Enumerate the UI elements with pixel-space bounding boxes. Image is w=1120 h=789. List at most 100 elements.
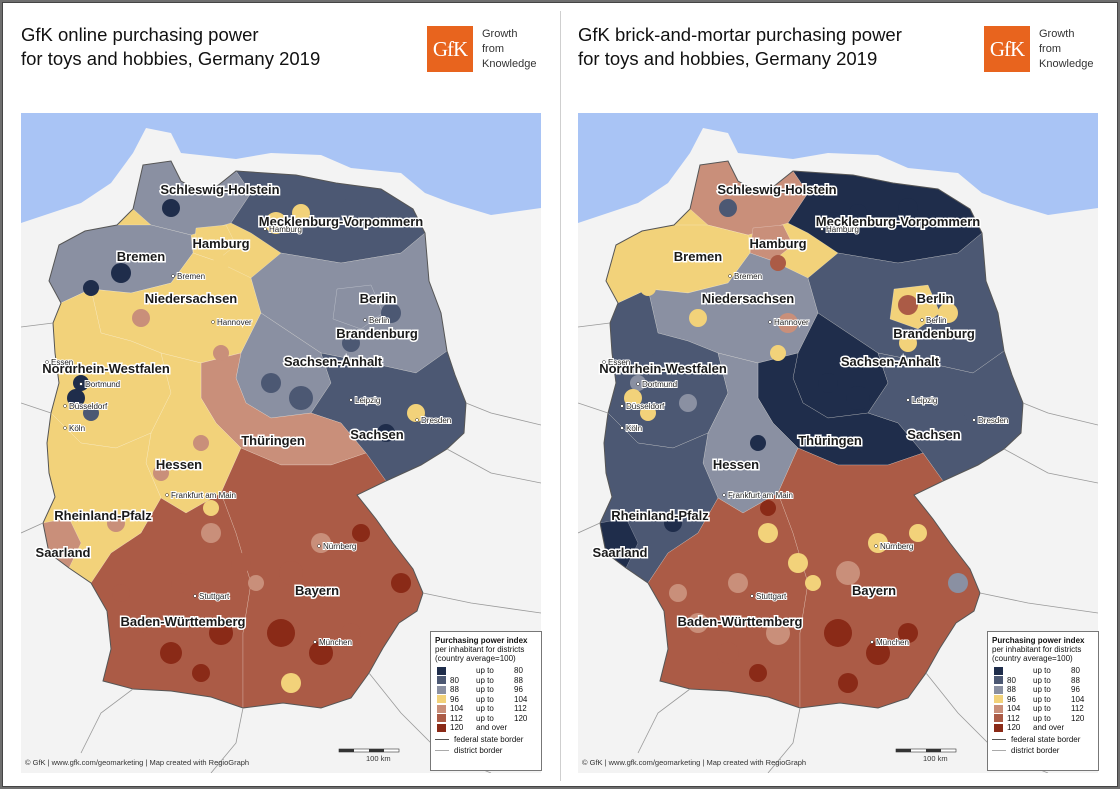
legend-class-to: 96 xyxy=(1071,685,1080,695)
legend-class-row: 96 up to 104 xyxy=(435,695,529,705)
state-label-sh: Schleswig-Holstein xyxy=(717,182,836,197)
city-marker xyxy=(920,318,924,322)
district-cluster xyxy=(267,619,295,647)
legend-district-border: district border xyxy=(435,746,541,755)
legend-class-row: 120 and over xyxy=(435,723,529,733)
legend-class-operator: up to xyxy=(1033,666,1051,676)
city-label-frankfurt: Frankfurt am Main xyxy=(728,491,793,500)
legend-class-operator: up to xyxy=(1033,675,1051,685)
district-cluster xyxy=(209,621,233,645)
district-border-line xyxy=(435,749,449,751)
legend-class-row: up to 80 xyxy=(435,666,529,676)
legend-class-from: 80 xyxy=(1007,675,1016,685)
state-label-sn: Sachsen xyxy=(907,427,961,442)
district-cluster xyxy=(760,500,776,516)
legend-district-border: district border xyxy=(992,746,1098,755)
city-label-stuttgart: Stuttgart xyxy=(199,592,230,601)
state-label-mv: Mecklenburg-Vorpommern xyxy=(259,214,424,229)
legend-swatch xyxy=(437,695,446,704)
city-label-nuernberg: Nürnberg xyxy=(880,542,913,551)
legend-class-from: 112 xyxy=(1007,713,1020,723)
gfk-logo: GfK xyxy=(984,26,1030,72)
legend-class-row: 80 up to 88 xyxy=(435,676,529,686)
district-cluster xyxy=(788,553,808,573)
legend-swatch xyxy=(437,723,446,732)
district-cluster xyxy=(261,373,281,393)
district-cluster xyxy=(160,642,182,664)
legend-swatch xyxy=(994,714,1003,723)
state-label-he: Hessen xyxy=(713,457,759,472)
legend-class-row: 120 and over xyxy=(992,723,1086,733)
city-marker xyxy=(193,594,197,598)
tagline-line3: Knowledge xyxy=(482,58,537,70)
city-marker xyxy=(602,360,606,364)
district-cluster xyxy=(938,303,958,323)
district-cluster xyxy=(648,353,668,373)
state-label-rp: Rheinland-Pfalz xyxy=(611,508,709,523)
gfk-logo-text: GfK xyxy=(989,37,1025,61)
city-marker xyxy=(820,227,824,231)
district-cluster xyxy=(122,394,140,412)
district-cluster xyxy=(868,533,888,553)
legend-class-to: 112 xyxy=(514,704,527,714)
district-border-label: district border xyxy=(454,745,503,755)
city-marker xyxy=(313,640,317,644)
state-label-sn: Sachsen xyxy=(350,427,404,442)
district-cluster xyxy=(67,389,85,407)
tagline-line2: from xyxy=(482,43,504,55)
city-label-dresden: Dresden xyxy=(421,416,451,425)
district-cluster xyxy=(391,573,411,593)
legend-class-to: 120 xyxy=(1071,713,1085,723)
legend-swatch xyxy=(994,676,1003,685)
district-cluster xyxy=(162,199,180,217)
sea-area xyxy=(578,113,1098,223)
store-panel: GfK brick-and-mortar purchasing power fo… xyxy=(560,3,1117,786)
legend-class-to xyxy=(1069,723,1086,733)
district-cluster xyxy=(719,199,737,217)
legend-class-from: 120 xyxy=(1007,723,1021,733)
city-label-leipzig: Leipzig xyxy=(355,396,380,405)
legend-class-operator: up to xyxy=(476,704,494,714)
district-cluster xyxy=(153,465,169,481)
city-marker xyxy=(722,493,726,497)
map-credit: © GfK | www.gfk.com/geomarketing | Map c… xyxy=(25,758,249,767)
district-cluster xyxy=(407,404,425,422)
city-marker xyxy=(728,274,732,278)
city-marker xyxy=(63,404,67,408)
district-cluster xyxy=(899,334,917,352)
city-marker xyxy=(874,544,878,548)
city-label-essen: Essen xyxy=(51,358,73,367)
district-cluster xyxy=(352,524,370,542)
district-cluster xyxy=(669,584,687,602)
city-marker xyxy=(620,426,624,430)
district-cluster xyxy=(898,295,918,315)
district-cluster xyxy=(640,280,656,296)
district-cluster xyxy=(341,198,361,218)
district-border-label: district border xyxy=(1011,745,1060,755)
district-cluster xyxy=(83,280,99,296)
district-cluster xyxy=(193,435,209,451)
district-cluster xyxy=(83,405,99,421)
legend-title: Purchasing power index xyxy=(435,636,528,645)
state-label-sh: Schleswig-Holstein xyxy=(160,182,279,197)
city-label-dortmund: Dortmund xyxy=(642,380,677,389)
city-label-frankfurt: Frankfurt am Main xyxy=(171,491,236,500)
district-cluster xyxy=(948,573,968,593)
gfk-logo: GfK xyxy=(427,26,473,72)
state-label-he: Hessen xyxy=(156,457,202,472)
legend-class-row: 88 up to 96 xyxy=(435,685,529,695)
store-map-title: GfK brick-and-mortar purchasing power fo… xyxy=(578,23,968,71)
tagline-line1: Growth xyxy=(482,28,518,40)
legend-class-from: 104 xyxy=(1007,704,1021,714)
district-cluster xyxy=(192,664,210,682)
district-cluster xyxy=(289,386,313,410)
city-label-koeln: Köln xyxy=(626,424,642,433)
country-border xyxy=(42,160,467,709)
state-label-bb: Brandenburg xyxy=(893,326,975,341)
district-cluster xyxy=(846,386,870,410)
district-cluster xyxy=(934,424,952,442)
district-cluster xyxy=(131,613,151,633)
legend-swatch xyxy=(994,666,1003,675)
city-label-duesseldorf: Düsseldorf xyxy=(626,402,665,411)
